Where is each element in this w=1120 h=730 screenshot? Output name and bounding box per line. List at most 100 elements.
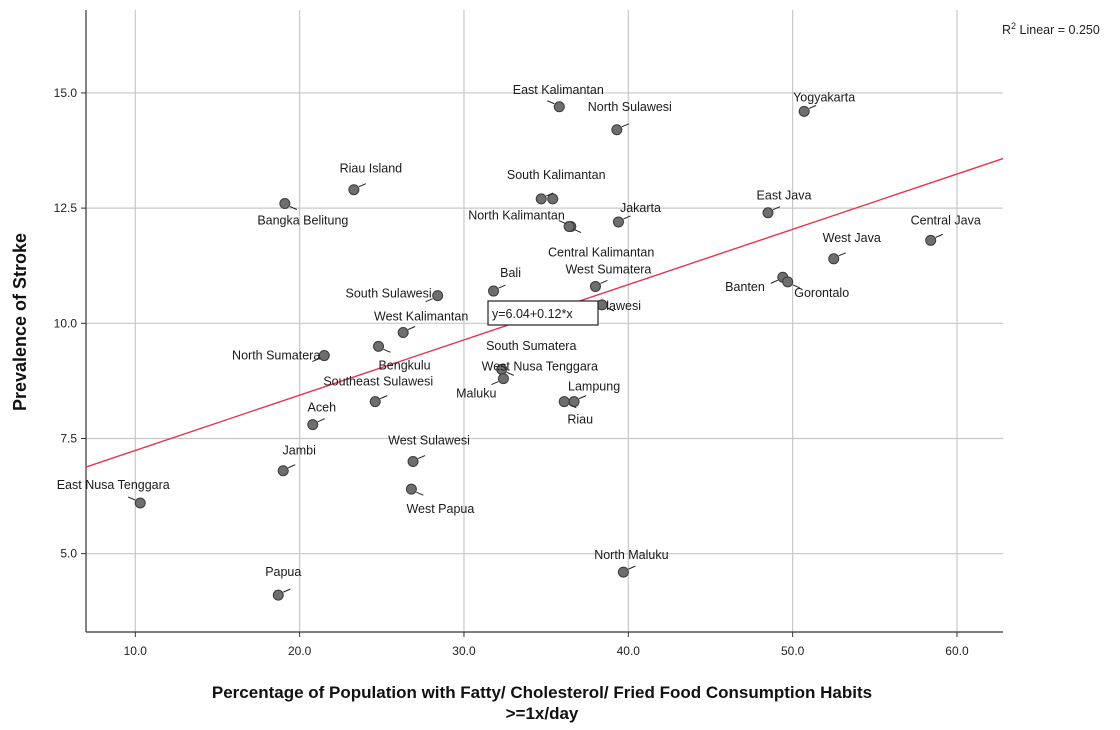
r2-value: Linear = 0.250	[1016, 23, 1100, 37]
data-point	[407, 456, 419, 468]
point-label: Lampung	[568, 380, 620, 394]
point-leader-line	[416, 491, 424, 496]
point-leader-line	[606, 307, 615, 312]
point-leader-line	[383, 348, 391, 353]
point-leader-line	[358, 183, 367, 188]
x-axis-title-line1: Percentage of Population with Fatty/ Cho…	[212, 683, 872, 702]
data-point	[589, 280, 601, 292]
point-leader-line	[288, 464, 296, 469]
data-point	[782, 276, 794, 288]
point-leader-line	[808, 104, 817, 109]
point-leader-line	[312, 358, 320, 363]
point-leader-line	[407, 326, 416, 330]
data-point	[405, 483, 417, 495]
data-point	[277, 465, 289, 477]
point-label: Jambi	[283, 444, 316, 458]
y-tick-label: 7.5	[60, 431, 77, 445]
data-point	[547, 193, 559, 205]
point-leader-line	[772, 206, 781, 211]
point-label: West Papua	[406, 502, 474, 516]
point-leader-line	[317, 418, 325, 423]
point-label: North Kalimantan	[468, 209, 565, 223]
point-label: West Kalimantan	[374, 310, 468, 324]
point-label: Southeast Sulawesi	[323, 375, 433, 389]
point-label: Banten	[725, 280, 765, 294]
point-leader-line	[628, 565, 636, 570]
point-leader-line	[498, 284, 506, 289]
data-point	[611, 124, 623, 136]
point-leader-line	[547, 100, 555, 105]
point-label: Bengkulu	[378, 358, 430, 372]
data-point	[432, 290, 444, 302]
data-point	[558, 396, 570, 408]
point-leader-line	[558, 220, 566, 225]
point-leader-line	[573, 229, 582, 234]
x-tick-label: 40.0	[617, 644, 641, 658]
point-label: Papua	[265, 565, 301, 579]
point-leader-line	[506, 371, 514, 376]
point-label: South Kalimantan	[507, 168, 606, 182]
point-leader-line	[546, 192, 554, 197]
point-label: Central Java	[911, 213, 981, 227]
point-leader-line	[621, 123, 630, 128]
point-label: Gorontalo	[794, 286, 849, 300]
point-leader-line	[491, 381, 499, 386]
point-label: West Sumatera	[565, 262, 651, 276]
data-point	[488, 285, 500, 297]
point-leader-line	[838, 252, 846, 257]
r2-symbol: R	[1002, 23, 1011, 37]
point-label: Maluku	[456, 387, 496, 401]
point-label: lawesi	[606, 299, 641, 313]
point-leader-line	[623, 215, 631, 220]
r2-superscript: 2	[1011, 21, 1016, 31]
r2-annotation: R2 Linear = 0.250	[1002, 21, 1100, 37]
data-point	[617, 566, 629, 578]
fit-equation-box: y=6.04+0.12*x	[487, 300, 599, 326]
data-point	[397, 327, 409, 339]
x-tick-label: 10.0	[124, 644, 148, 658]
y-tick-label: 15.0	[54, 86, 78, 100]
point-leader-line	[792, 284, 800, 289]
data-point	[348, 184, 360, 196]
data-point	[373, 340, 385, 352]
data-point	[553, 101, 565, 113]
point-label: Central Kalimantan	[548, 246, 654, 260]
data-point	[279, 198, 291, 210]
point-label: Riau	[567, 413, 593, 427]
point-leader-line	[417, 455, 426, 459]
fit-equation-label: y=6.04+0.12*x	[492, 307, 573, 321]
point-leader-line	[128, 496, 136, 501]
point-leader-line	[380, 395, 388, 400]
data-point	[828, 253, 840, 265]
point-leader-line	[935, 233, 943, 238]
point-label: East Java	[757, 189, 812, 203]
data-point	[318, 350, 330, 362]
point-label: East Kalimantan	[513, 83, 604, 97]
point-label: West Sulawesi	[388, 434, 470, 448]
point-label: Jakarta	[620, 201, 661, 215]
point-labels: East Kalimantan North Sulawesi Yogyakarta R…	[57, 83, 981, 593]
fit-equation-frame	[487, 300, 599, 326]
y-tick-label: 5.0	[60, 547, 77, 561]
x-tick-label: 50.0	[781, 644, 805, 658]
y-axis-title: Prevalence of Stroke	[10, 233, 30, 411]
point-label: West Nusa Tenggara	[482, 359, 598, 373]
point-leader-line	[289, 206, 298, 210]
data-point	[762, 207, 774, 219]
point-leader-line	[600, 279, 608, 284]
y-tick-label: 10.0	[54, 316, 78, 330]
data-point	[369, 396, 381, 408]
point-leader-line	[770, 279, 778, 284]
point-label: Bali	[500, 266, 521, 280]
data-point	[563, 221, 575, 233]
point-label: West Java	[823, 231, 881, 245]
point-label: North Sulawesi	[588, 100, 672, 114]
point-label: North Maluku	[594, 548, 668, 562]
point-label: Riau Island	[340, 162, 403, 176]
data-point	[307, 419, 319, 431]
data-point	[272, 589, 284, 601]
point-leader-line	[283, 588, 291, 593]
point-label: South Sumatera	[486, 339, 576, 353]
point-label: Bangka Belitung	[257, 214, 348, 228]
point-label: North Sumatera	[232, 349, 320, 363]
